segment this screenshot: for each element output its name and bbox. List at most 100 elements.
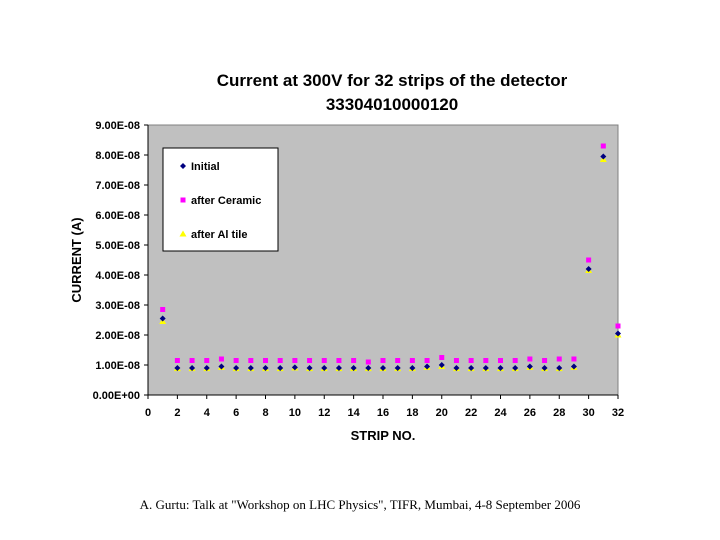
data-point-after-ceramic	[365, 359, 371, 365]
y-tick-label: 5.00E-08	[95, 240, 140, 252]
legend: Initial after Ceramic after Al tile	[162, 147, 279, 252]
data-point-after-ceramic	[542, 358, 548, 363]
data-point-after-ceramic	[321, 358, 327, 363]
data-point-initial	[453, 365, 460, 371]
y-tick-label: 4.00E-08	[95, 270, 140, 282]
x-tick-label: 28	[553, 407, 565, 419]
data-point-after-ceramic	[336, 358, 342, 363]
data-point-initial	[277, 365, 284, 371]
data-point-after-ceramic	[439, 355, 445, 360]
data-point-after-ceramic	[483, 358, 489, 363]
legend-label-after-al-tile: after Al tile	[191, 229, 247, 241]
y-tick-label: 7.00E-08	[95, 180, 140, 192]
x-tick-label: 30	[583, 407, 595, 419]
y-tick-label: 9.00E-08	[95, 120, 140, 132]
data-point-after-ceramic	[292, 358, 298, 363]
y-tick-label: 8.00E-08	[95, 150, 140, 162]
x-tick-label: 2	[174, 407, 180, 419]
data-point-initial	[585, 266, 592, 272]
x-tick-label: 0	[145, 407, 151, 419]
data-point-after-ceramic	[556, 356, 562, 362]
data-point-initial	[512, 365, 519, 371]
data-point-initial	[247, 365, 254, 371]
x-tick-label: 22	[465, 407, 477, 419]
y-tick-label: 2.00E-08	[95, 330, 140, 342]
data-point-after-ceramic	[189, 358, 195, 363]
data-point-initial	[321, 365, 328, 371]
data-point-after-ceramic	[204, 358, 210, 363]
data-point-initial	[380, 365, 386, 371]
data-point-initial	[365, 365, 372, 371]
data-point-initial	[306, 365, 313, 371]
data-point-after-ceramic	[498, 358, 503, 363]
data-point-initial	[541, 365, 548, 371]
y-tick-label: 1.00E-08	[95, 360, 140, 372]
data-point-initial	[526, 363, 533, 370]
chart-title: Current at 300V for 32 strips of the det…	[217, 71, 568, 90]
data-point-initial	[556, 365, 563, 371]
x-tick-label: 6	[233, 407, 239, 419]
chart-title-line2: 33304010000120	[326, 95, 458, 114]
x-tick-label: 24	[494, 407, 507, 419]
data-point-after-ceramic	[174, 358, 180, 363]
data-point-after-ceramic	[527, 356, 533, 362]
data-point-initial	[174, 365, 181, 371]
x-tick-label: 20	[436, 407, 448, 419]
data-point-after-ceramic	[512, 358, 518, 363]
data-point-after-ceramic	[351, 358, 357, 363]
footer-caption: A. Gurtu: Talk at "Workshop on LHC Physi…	[139, 497, 581, 512]
data-point-after-ceramic	[233, 358, 239, 363]
y-axis-ticks: 0.00E+00 1.00E-08 2.00E-08 3.00E-08 4.00E-08…	[93, 120, 148, 402]
legend-marker-initial	[180, 163, 186, 169]
x-axis-ticks: 0 2 4 6 8 10 12 14 16 18 20 22 24 26 28 30 32	[145, 395, 624, 419]
data-point-initial	[615, 330, 621, 337]
data-point-after-ceramic	[248, 358, 254, 363]
data-point-initial	[570, 363, 577, 370]
data-point-after-ceramic	[600, 143, 606, 149]
data-point-initial	[600, 153, 607, 160]
x-tick-label: 26	[524, 407, 536, 419]
y-tick-label: 3.00E-08	[95, 300, 140, 312]
data-point-after-ceramic	[571, 356, 577, 362]
legend-marker-after-al-tile	[179, 230, 187, 237]
data-point-after-ceramic	[424, 358, 430, 363]
data-points	[159, 143, 622, 372]
x-tick-label: 10	[289, 407, 301, 419]
data-point-after-ceramic	[453, 358, 459, 363]
data-point-initial	[497, 365, 504, 371]
x-tick-label: 32	[612, 407, 624, 419]
data-point-after-ceramic	[218, 356, 224, 362]
data-point-initial	[335, 365, 342, 371]
data-point-initial	[424, 363, 431, 370]
legend-marker-after-ceramic	[180, 197, 186, 203]
data-point-initial	[262, 365, 269, 371]
data-point-initial	[394, 365, 401, 371]
data-point-initial	[482, 365, 489, 371]
data-point-after-ceramic	[586, 257, 592, 263]
data-point-after-ceramic	[263, 358, 268, 363]
data-point-initial	[159, 315, 166, 322]
y-tick-label: 0.00E+00	[93, 390, 140, 402]
data-point-initial	[233, 365, 240, 371]
x-tick-label: 14	[348, 407, 361, 419]
data-point-initial	[291, 364, 298, 371]
x-tick-label: 12	[318, 407, 330, 419]
legend-items: Initial after Ceramic after Al tile	[179, 161, 261, 241]
data-point-after-ceramic	[395, 358, 401, 363]
legend-label-after-ceramic: after Ceramic	[191, 195, 261, 207]
data-point-after-ceramic	[307, 358, 313, 363]
data-point-after-ceramic	[380, 358, 386, 363]
data-point-initial	[350, 365, 357, 371]
data-point-after-ceramic	[277, 358, 283, 363]
data-point-initial	[203, 365, 210, 371]
legend-label-initial: Initial	[191, 161, 220, 173]
data-point-initial	[438, 362, 445, 368]
x-axis-label: STRIP NO.	[351, 428, 416, 443]
y-tick-label: 6.00E-08	[95, 210, 140, 222]
data-point-after-ceramic	[409, 358, 415, 363]
data-point-after-ceramic	[160, 307, 166, 312]
data-point-initial	[189, 365, 196, 371]
data-point-initial	[218, 363, 225, 370]
y-axis-label: CURRENT (A)	[69, 217, 84, 302]
